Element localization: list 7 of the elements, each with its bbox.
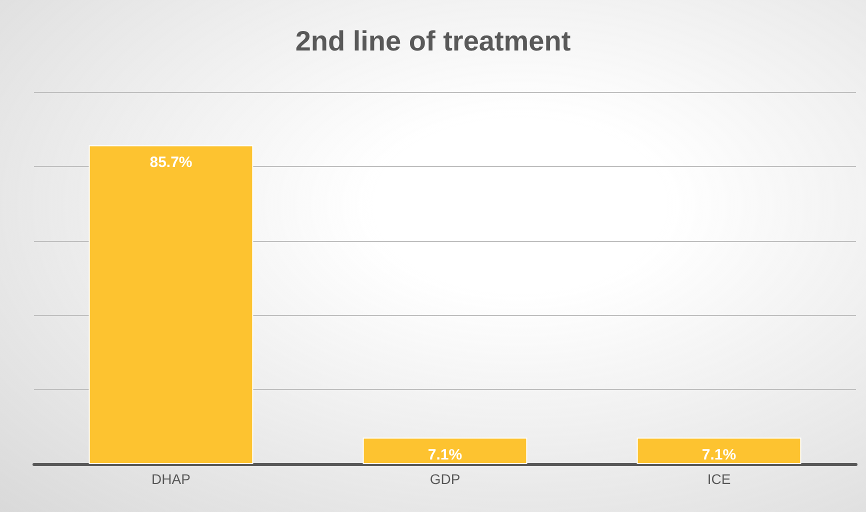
x-tick-label: ICE xyxy=(707,471,731,487)
data-label: 85.7% xyxy=(150,154,192,172)
data-label: 7.1% xyxy=(702,446,736,464)
data-label: 7.1% xyxy=(428,446,462,464)
x-tick-label: DHAP xyxy=(152,471,190,487)
chart-title: 2nd line of treatment xyxy=(295,26,571,56)
x-tick-label: GDP xyxy=(430,471,460,487)
